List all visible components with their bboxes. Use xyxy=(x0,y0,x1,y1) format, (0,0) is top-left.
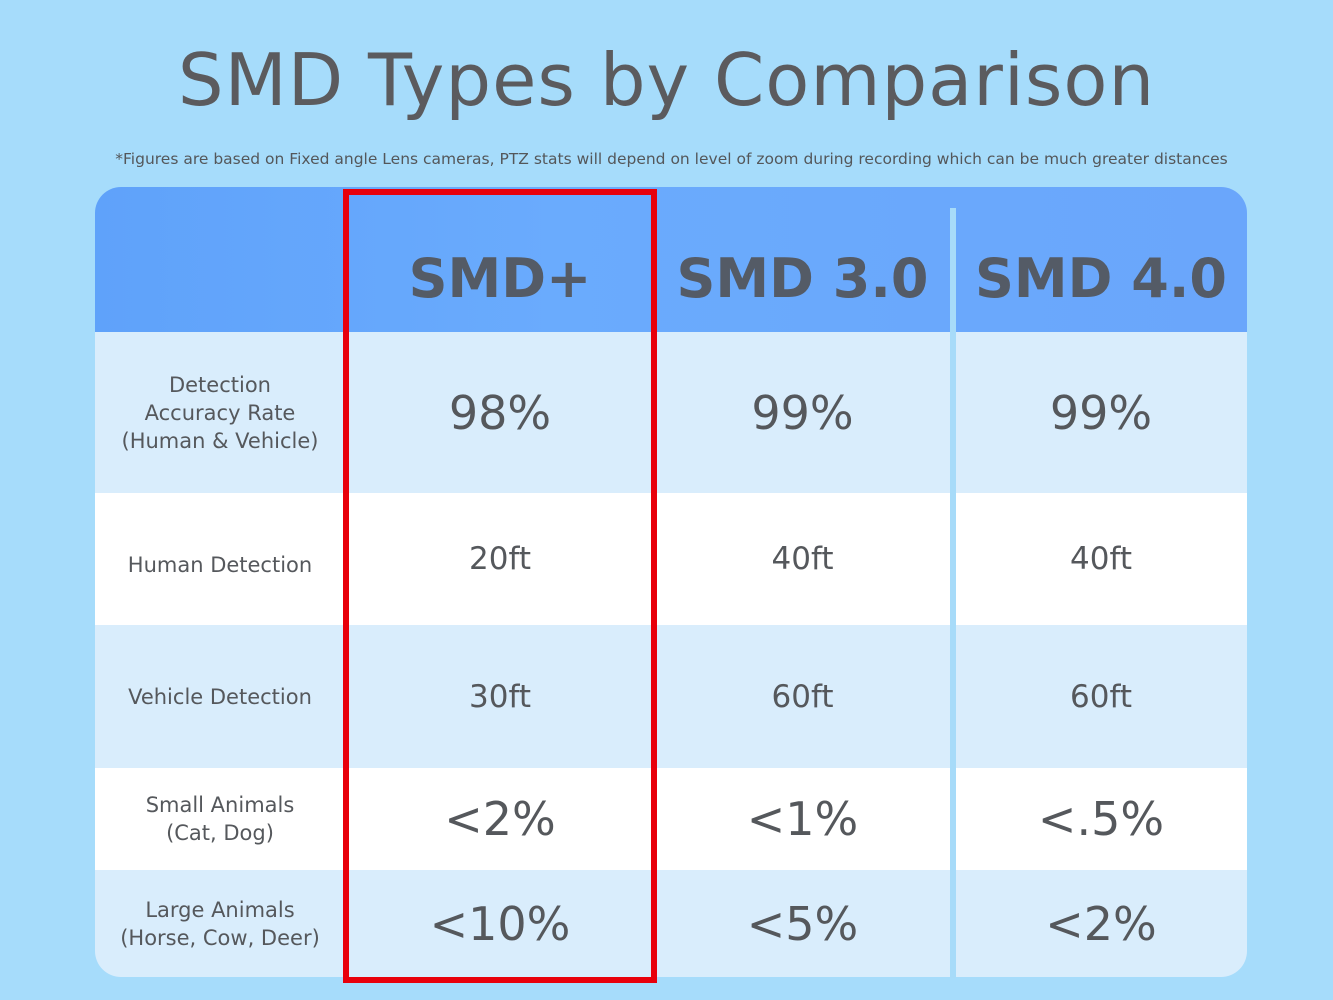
table-row-accuracy: Detection Accuracy Rate (Human & Vehicle… xyxy=(95,332,1247,493)
row-label: Vehicle Detection xyxy=(128,684,312,709)
table-header-row: SMD+ SMD 3.0 SMD 4.0 xyxy=(95,187,1247,332)
cell-value: 99% xyxy=(751,385,854,440)
cell-value: 20ft xyxy=(469,541,531,577)
column-header-smd-4: SMD 4.0 xyxy=(975,247,1227,310)
column-header-smd-plus: SMD+ xyxy=(408,247,592,310)
cell-value: 30ft xyxy=(469,678,531,715)
table-row-vehicle-detection: Vehicle Detection 30ft 60ft 60ft xyxy=(95,625,1247,768)
cell-value: <10% xyxy=(429,896,571,951)
cell-value: 60ft xyxy=(771,678,834,715)
cell-value: <5% xyxy=(746,896,859,951)
cell-value: 40ft xyxy=(771,541,834,577)
table-row-small-animals: Small Animals (Cat, Dog) <2% <1% <.5% xyxy=(95,768,1247,870)
row-label: Small Animals (Cat, Dog) xyxy=(145,793,295,845)
highlight-frame xyxy=(343,189,657,983)
cell-value: 60ft xyxy=(1070,678,1132,715)
column-header-smd-3: SMD 3.0 xyxy=(676,247,929,310)
table-row-human-detection: Human Detection 20ft 40ft 40ft xyxy=(95,493,1247,625)
table-row-large-animals: Large Animals (Horse, Cow, Deer) <10% <5… xyxy=(95,870,1247,977)
row-label: Detection Accuracy Rate (Human & Vehicle… xyxy=(121,372,319,453)
cell-value: <.5% xyxy=(1037,792,1165,846)
footnote-text: *Figures are based on Fixed angle Lens c… xyxy=(115,150,1228,168)
row-label: Large Animals (Horse, Cow, Deer) xyxy=(120,897,320,950)
cell-value: 99% xyxy=(1049,385,1153,440)
page-title: SMD Types by Comparison xyxy=(177,38,1156,122)
cell-value: <2% xyxy=(1045,896,1157,951)
comparison-table: SMD+ SMD 3.0 SMD 4.0 Detection Accuracy … xyxy=(95,187,1247,977)
header-empty-cell xyxy=(95,187,345,332)
cell-value: <2% xyxy=(444,792,556,846)
cell-value: 40ft xyxy=(1070,541,1132,577)
row-label: Human Detection xyxy=(127,553,313,577)
cell-value: <1% xyxy=(746,792,859,846)
cell-value: 98% xyxy=(448,385,552,440)
column-divider xyxy=(950,208,956,978)
